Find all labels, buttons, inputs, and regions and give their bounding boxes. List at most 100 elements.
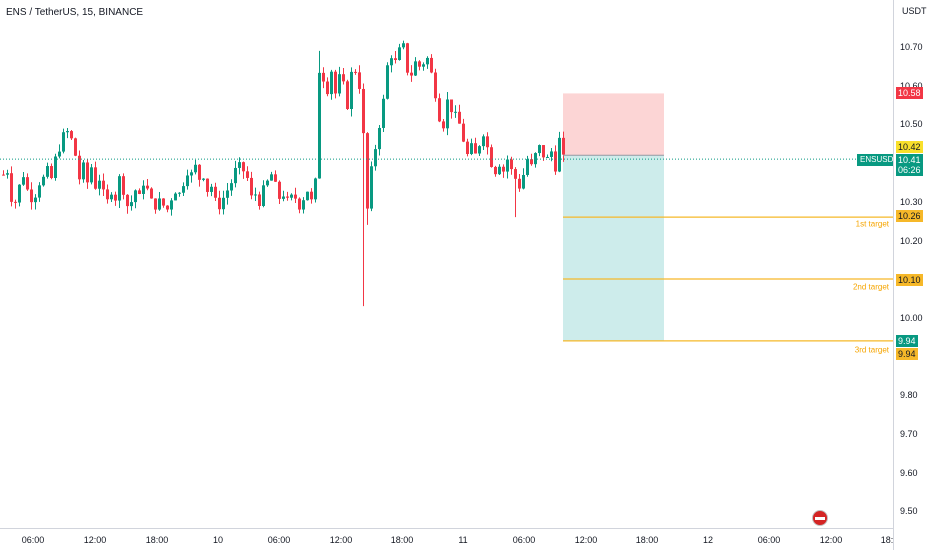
candle-body <box>418 61 421 67</box>
candle-body <box>222 197 225 210</box>
candle-body <box>530 159 533 165</box>
time-tick: 11 <box>458 535 468 545</box>
candle-body <box>342 74 345 82</box>
candle-body <box>562 137 565 155</box>
price-tick: 10.70 <box>900 42 923 52</box>
candle-body <box>382 98 385 128</box>
time-tick: 18:00 <box>145 535 169 545</box>
candle-body <box>50 166 53 179</box>
candle-body <box>386 65 389 99</box>
candle-body <box>538 145 541 154</box>
price-tick: 9.50 <box>900 506 918 516</box>
candle-body <box>206 178 209 192</box>
price-tick: 10.60 <box>900 81 923 91</box>
candle-body <box>558 137 561 172</box>
time-tick: 12 <box>702 535 714 545</box>
candle-body <box>346 81 349 110</box>
candle-body <box>546 156 549 158</box>
time-tick: 06:00 <box>512 535 536 545</box>
candle-body <box>118 176 121 201</box>
candle-body <box>314 178 317 200</box>
time-tick: 18:00 <box>390 535 414 545</box>
candle-body <box>274 174 277 182</box>
time-axis[interactable]: 06:00 12:00 18:00 10 06:00 12:00 18:00 1… <box>0 528 893 550</box>
candle-body <box>126 194 129 207</box>
candle-body <box>474 143 477 154</box>
candle-body <box>294 194 297 199</box>
candle-body <box>394 58 397 61</box>
candle-body <box>414 61 417 76</box>
price-axis[interactable]: USDT 10.70 10.60 10.50 10.30 10.20 10.00… <box>893 0 932 550</box>
candle-body <box>298 198 301 210</box>
candle-body <box>446 99 449 129</box>
bar-countdown: 06:26 <box>898 165 921 175</box>
price-tick: 9.80 <box>900 390 918 400</box>
candle-body <box>114 194 117 201</box>
candle-body <box>2 174 5 176</box>
candle-body <box>58 151 61 157</box>
candle-body <box>522 174 525 189</box>
price-tick: 9.60 <box>900 468 918 478</box>
candle-body <box>26 177 29 190</box>
candle-body <box>262 185 265 206</box>
candle-body <box>498 166 501 175</box>
candle-body <box>490 147 493 167</box>
candle-body <box>542 145 545 158</box>
candle-body <box>86 162 89 183</box>
target2-price-tag: 10.10 <box>896 274 923 286</box>
candle-body <box>398 47 401 61</box>
candle-body <box>526 159 529 175</box>
candle-body <box>390 58 393 66</box>
candle-body <box>302 200 305 210</box>
chart-area[interactable]: ENS / TetherUS, 15, BINANCE ENSUSDT 1st … <box>0 0 902 550</box>
price-tick: 10.30 <box>900 197 923 207</box>
candle-body <box>30 189 33 203</box>
us-flag-icon[interactable] <box>812 510 828 526</box>
candle-body <box>14 201 17 203</box>
candle-body <box>238 162 241 168</box>
candle-body <box>98 180 101 189</box>
price-chart[interactable] <box>0 0 893 528</box>
candle-body <box>330 71 333 95</box>
candle-body <box>442 121 445 129</box>
target-label-3: 3rd target <box>854 345 889 355</box>
candle-body <box>554 151 557 172</box>
candle-body <box>362 88 365 134</box>
time-tick: 12:00 <box>329 535 353 545</box>
target3-green-tag: 9.94 <box>896 335 918 347</box>
candle-body <box>370 166 373 209</box>
candle-body <box>486 136 489 148</box>
candle-body <box>478 146 481 154</box>
candle-body <box>66 131 69 133</box>
candle-body <box>142 185 145 194</box>
candle-body <box>202 178 205 180</box>
candle-body <box>78 155 81 180</box>
time-tick: 18: <box>880 535 894 545</box>
last-price-tag: 10.41 06:26 <box>896 154 923 176</box>
candle-body <box>170 200 173 210</box>
candle-body <box>18 184 21 203</box>
candle-body <box>322 72 325 82</box>
symbol-title: ENS / TetherUS, 15, BINANCE <box>6 7 144 18</box>
last-price-value: 10.41 <box>898 155 921 165</box>
candle-body <box>506 159 509 172</box>
candle-body <box>122 176 125 195</box>
candle-body <box>350 71 353 110</box>
candle-body <box>62 132 65 152</box>
candle-body <box>150 188 153 199</box>
candle-body <box>42 176 45 186</box>
price-axis-unit: USDT <box>902 6 927 16</box>
candle-body <box>242 162 245 172</box>
candle-body <box>470 143 473 155</box>
time-tick: 12:00 <box>819 535 843 545</box>
candle-body <box>334 71 337 94</box>
candle-body <box>502 166 505 172</box>
candle-body <box>102 180 105 190</box>
stop-price-tag: 10.58 <box>896 87 923 99</box>
candle-body <box>438 98 441 122</box>
candle-body <box>282 196 285 199</box>
candle-body <box>250 177 253 196</box>
candle-body <box>286 196 289 198</box>
candle-body <box>374 149 377 167</box>
candle-body <box>358 72 361 89</box>
